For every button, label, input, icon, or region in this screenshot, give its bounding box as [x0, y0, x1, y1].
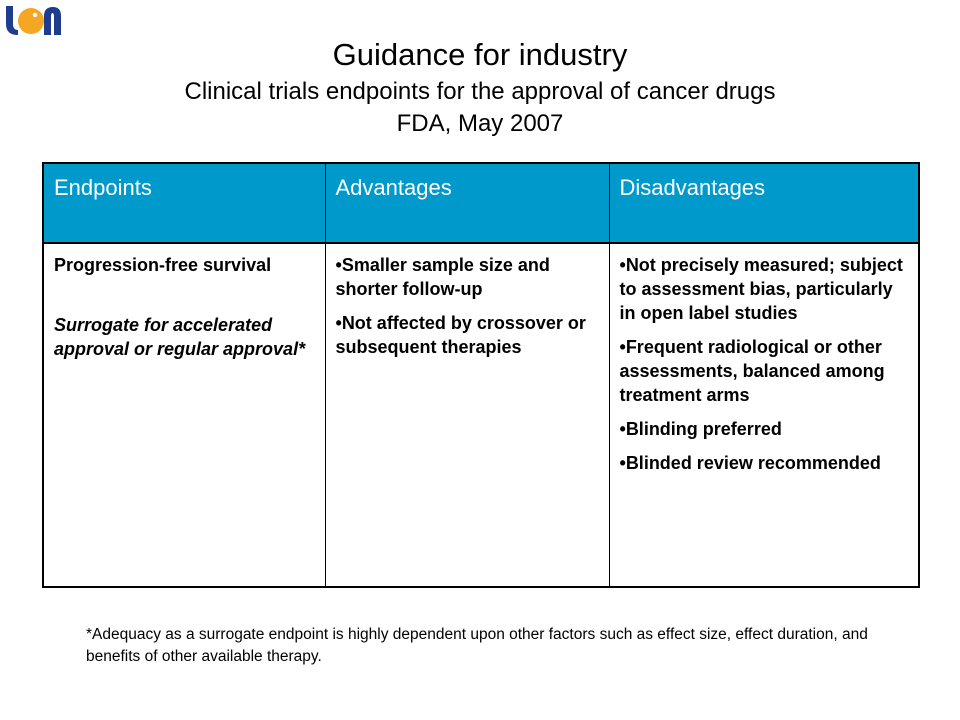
logo-u-shape [6, 6, 18, 35]
disadvantages-list: •Not precisely measured; subject to asse… [620, 253, 911, 475]
endpoints-table: Endpoints Advantages Disadvantages Progr… [42, 162, 920, 588]
disadvantage-text: Frequent radiological or other assessmen… [619, 337, 885, 405]
footnote: *Adequacy as a surrogate endpoint is hig… [86, 625, 868, 665]
column-header-advantages: Advantages [324, 163, 609, 244]
title-block: Guidance for industry Clinical trials en… [0, 34, 960, 140]
logo-n-shape [44, 7, 61, 35]
logo-graphic [6, 6, 61, 35]
table-row: Progression-free survival Surrogate for … [43, 243, 919, 587]
disadvantage-text: Not precisely measured; subject to asses… [619, 255, 903, 323]
list-item: •Blinded review recommended [619, 453, 881, 473]
column-header-endpoints: Endpoints [43, 163, 325, 244]
list-item: •Frequent radiological or other assessme… [619, 337, 885, 405]
logo-orange-circle [18, 8, 44, 34]
advantages-list: •Smaller sample size and shorter follow-… [336, 253, 601, 359]
university-logo-icon [4, 4, 62, 36]
column-header-disadvantages: Disadvantages [608, 163, 919, 244]
advantages-cell: •Smaller sample size and shorter follow-… [324, 243, 609, 587]
advantage-text: Smaller sample size and shorter follow-u… [335, 255, 550, 299]
disadvantage-text: Blinding preferred [625, 419, 782, 439]
list-item: •Smaller sample size and shorter follow-… [335, 255, 550, 299]
page-subtitle: Clinical trials endpoints for the approv… [184, 78, 776, 105]
endpoint-note: Surrogate for accelerated approval or re… [54, 315, 306, 359]
endpoint-cell: Progression-free survival Surrogate for … [43, 243, 325, 587]
list-item: •Blinding preferred [619, 419, 782, 439]
logo-dot [32, 12, 38, 18]
disadvantage-text: Blinded review recommended [625, 453, 881, 473]
source-date: FDA, May 2007 [396, 110, 564, 137]
disadvantages-cell: •Not precisely measured; subject to asse… [608, 243, 919, 587]
table-header-row: Endpoints Advantages Disadvantages [43, 163, 919, 244]
list-item: •Not precisely measured; subject to asse… [619, 255, 903, 323]
advantage-text: Not affected by crossover or subsequent … [335, 313, 586, 357]
page-title: Guidance for industry [332, 37, 628, 72]
list-item: •Not affected by crossover or subsequent… [335, 313, 586, 357]
endpoint-name: Progression-free survival [54, 255, 272, 275]
